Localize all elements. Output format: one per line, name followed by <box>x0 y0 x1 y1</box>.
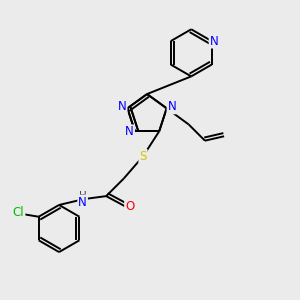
Text: N: N <box>168 100 176 113</box>
Text: N: N <box>118 100 127 113</box>
Text: H: H <box>79 191 86 201</box>
Text: N: N <box>125 125 134 138</box>
Text: N: N <box>210 34 218 48</box>
Text: S: S <box>139 150 147 163</box>
Text: Cl: Cl <box>13 206 24 219</box>
Text: N: N <box>78 196 87 208</box>
Text: O: O <box>125 200 134 213</box>
